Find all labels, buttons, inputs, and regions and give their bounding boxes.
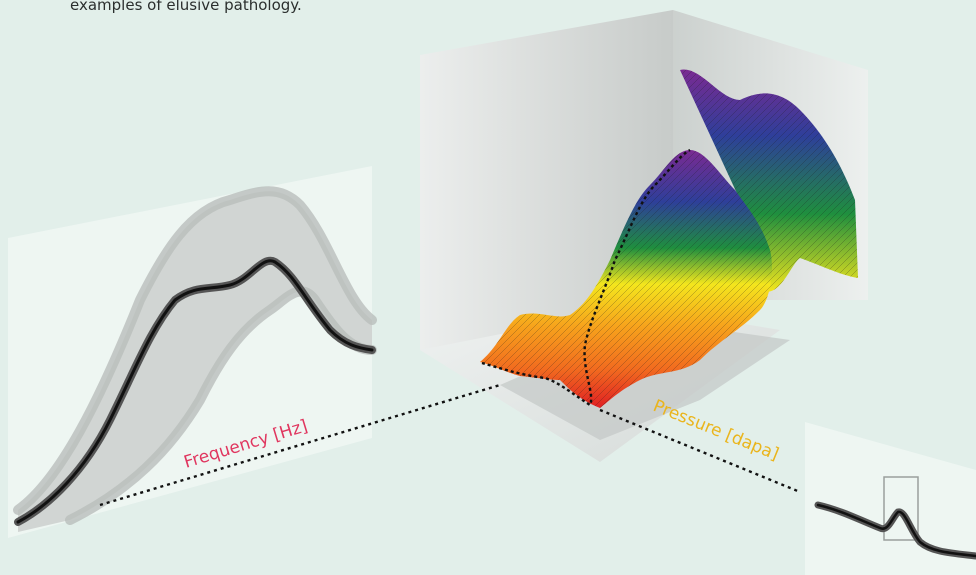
pressure-peak-box	[883, 476, 919, 541]
frequency-band-upper-edge	[13, 186, 377, 515]
surface-front-mesh	[480, 150, 772, 408]
pressure-panel	[805, 422, 976, 575]
pressure-axis-label: Pressure [dapa]	[650, 396, 781, 465]
surface-shadow	[500, 320, 790, 440]
frequency-curve	[16, 259, 374, 524]
frequency-normal-band	[18, 191, 372, 532]
frequency-panel	[8, 166, 377, 538]
pressure-panel-plane	[805, 422, 976, 575]
surface-back-mesh	[680, 69, 858, 292]
frequency-band-lower-edge	[65, 286, 377, 525]
pressure-guide-line	[599, 408, 801, 494]
pressure-curve	[816, 503, 976, 558]
surface-box	[420, 10, 868, 462]
caption-text: examples of elusive pathology.	[70, 0, 302, 14]
